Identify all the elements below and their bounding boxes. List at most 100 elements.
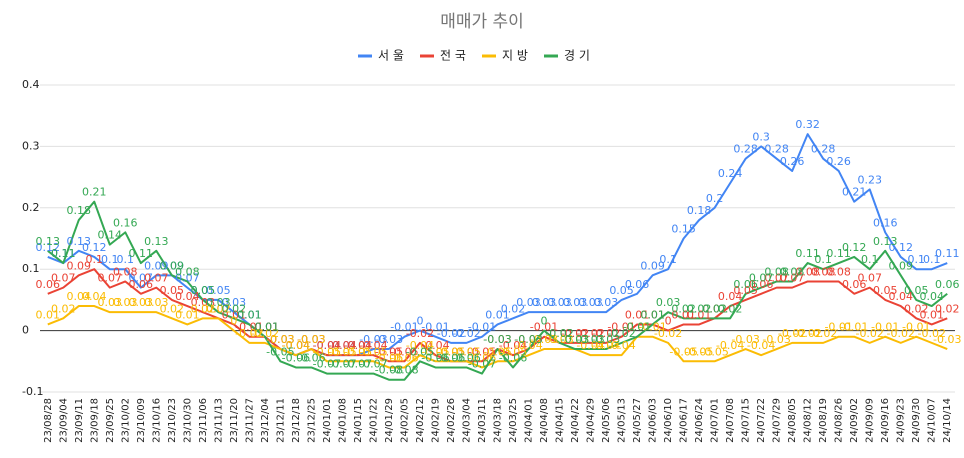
- data-label: -0.06: [421, 351, 449, 364]
- data-label: -0.05: [344, 345, 372, 358]
- data-label: 0.12: [842, 241, 867, 254]
- data-label: -0.04: [406, 339, 434, 352]
- data-label: -0.03: [375, 333, 403, 346]
- data-label: -0.06: [282, 351, 310, 364]
- data-label: -0.06: [499, 351, 527, 364]
- data-label: 0.04: [82, 290, 107, 303]
- data-label: -0.03: [297, 333, 325, 346]
- data-label: 0.11: [826, 247, 851, 260]
- data-label: 0.06: [733, 278, 758, 291]
- x-tick-label: 24/06/17: [679, 398, 690, 443]
- data-label: -0.07: [359, 358, 387, 371]
- data-label: -0.02: [809, 327, 837, 340]
- data-label: 0.02: [718, 302, 743, 315]
- data-label: -0.02: [452, 327, 480, 340]
- chart-title: 매매가 추이: [440, 12, 524, 32]
- data-label: -0.03: [545, 333, 573, 346]
- data-label: -0.03: [762, 333, 790, 346]
- x-tick-label: 23/10/09: [136, 398, 147, 443]
- x-tick-label: 24/04/01: [524, 398, 535, 443]
- data-label: 0.02: [687, 302, 712, 315]
- x-tick-label: 24/04/29: [586, 398, 597, 443]
- data-label: 0.06: [935, 278, 960, 291]
- data-label: -0.07: [313, 358, 341, 371]
- data-label: -0.01: [623, 321, 651, 334]
- data-label: -0.05: [375, 345, 403, 358]
- data-label: -0.05: [437, 345, 465, 358]
- x-tick-label: 24/10/07: [927, 398, 938, 443]
- x-tick-label: 23/12/25: [306, 398, 317, 443]
- data-label: -0.08: [390, 364, 418, 377]
- data-label: -0.04: [344, 339, 372, 352]
- data-label: -0.03: [483, 333, 511, 346]
- data-label: -0.03: [266, 333, 294, 346]
- data-label: -0.04: [499, 339, 527, 352]
- data-label: 0.02: [206, 302, 231, 315]
- data-label: 0.02: [702, 302, 727, 315]
- data-label: -0.03: [359, 333, 387, 346]
- data-label: -0.04: [747, 339, 775, 352]
- data-label: 0.21: [842, 186, 867, 199]
- data-label: 0.08: [811, 265, 836, 278]
- data-label: -0.01: [623, 321, 651, 334]
- data-label: -0.05: [266, 345, 294, 358]
- data-label: 0.01: [625, 308, 650, 321]
- data-label: -0.03: [514, 333, 542, 346]
- data-label: 0.09: [144, 259, 169, 272]
- legend-label: 경 기: [564, 49, 590, 63]
- data-label: 0.08: [764, 265, 789, 278]
- data-label: -0.03: [483, 333, 511, 346]
- data-label: -0.02: [918, 327, 946, 340]
- data-label: -0.01: [824, 321, 852, 334]
- data-label: 0.03: [656, 296, 681, 309]
- data-label: 0.06: [36, 278, 61, 291]
- series-line: [47, 200, 948, 381]
- data-label: 0.05: [206, 284, 231, 297]
- data-label: 0.03: [191, 296, 216, 309]
- data-label: 0: [230, 315, 237, 328]
- data-label: -0.04: [344, 339, 372, 352]
- data-label: 0.1: [923, 253, 941, 266]
- x-tick-label: 23/09/11: [74, 398, 85, 443]
- data-label: -0.04: [514, 339, 542, 352]
- data-label: 0.05: [191, 284, 216, 297]
- data-label: -0.02: [886, 327, 914, 340]
- data-label: 0.03: [98, 296, 123, 309]
- data-label: -0.07: [328, 358, 356, 371]
- data-label: 0.01: [485, 308, 510, 321]
- data-label: 0.09: [67, 259, 92, 272]
- data-label: -0.06: [375, 351, 403, 364]
- data-label: 0.32: [795, 118, 820, 131]
- data-label: -0.02: [406, 327, 434, 340]
- x-tick-label: 23/09/18: [89, 398, 100, 443]
- y-tick-label: 0.1: [22, 262, 40, 275]
- data-label: 0.08: [113, 265, 138, 278]
- data-label: -0.04: [328, 339, 356, 352]
- data-label: 0.07: [780, 272, 805, 285]
- data-label: -0.06: [297, 351, 325, 364]
- data-label: -0.02: [855, 327, 883, 340]
- data-label: -0.03: [561, 333, 589, 346]
- x-tick-label: 24/01/15: [353, 398, 364, 443]
- data-label: 0.3: [752, 130, 770, 143]
- x-tick-label: 23/10/30: [182, 398, 193, 443]
- data-label: 0.15: [671, 223, 696, 236]
- data-label: 0.05: [609, 284, 634, 297]
- data-label: -0.03: [266, 333, 294, 346]
- x-tick-label: 24/07/22: [756, 398, 767, 443]
- x-tick-label: 24/03/04: [461, 398, 472, 443]
- data-label: 0.11: [51, 247, 76, 260]
- x-tick-label: 24/06/24: [694, 398, 705, 443]
- x-tick-label: 23/10/16: [151, 398, 162, 443]
- x-tick-label: 24/02/12: [415, 398, 426, 443]
- data-label: -0.04: [592, 339, 620, 352]
- x-tick-label: 24/03/25: [508, 398, 519, 443]
- data-label: -0.04: [313, 339, 341, 352]
- data-label: -0.04: [282, 339, 310, 352]
- data-label: 0.05: [904, 284, 929, 297]
- data-label: 0.03: [594, 296, 619, 309]
- data-label: 0.11: [129, 247, 154, 260]
- data-label: 0.03: [532, 296, 557, 309]
- x-tick-label: 23/11/13: [213, 398, 224, 443]
